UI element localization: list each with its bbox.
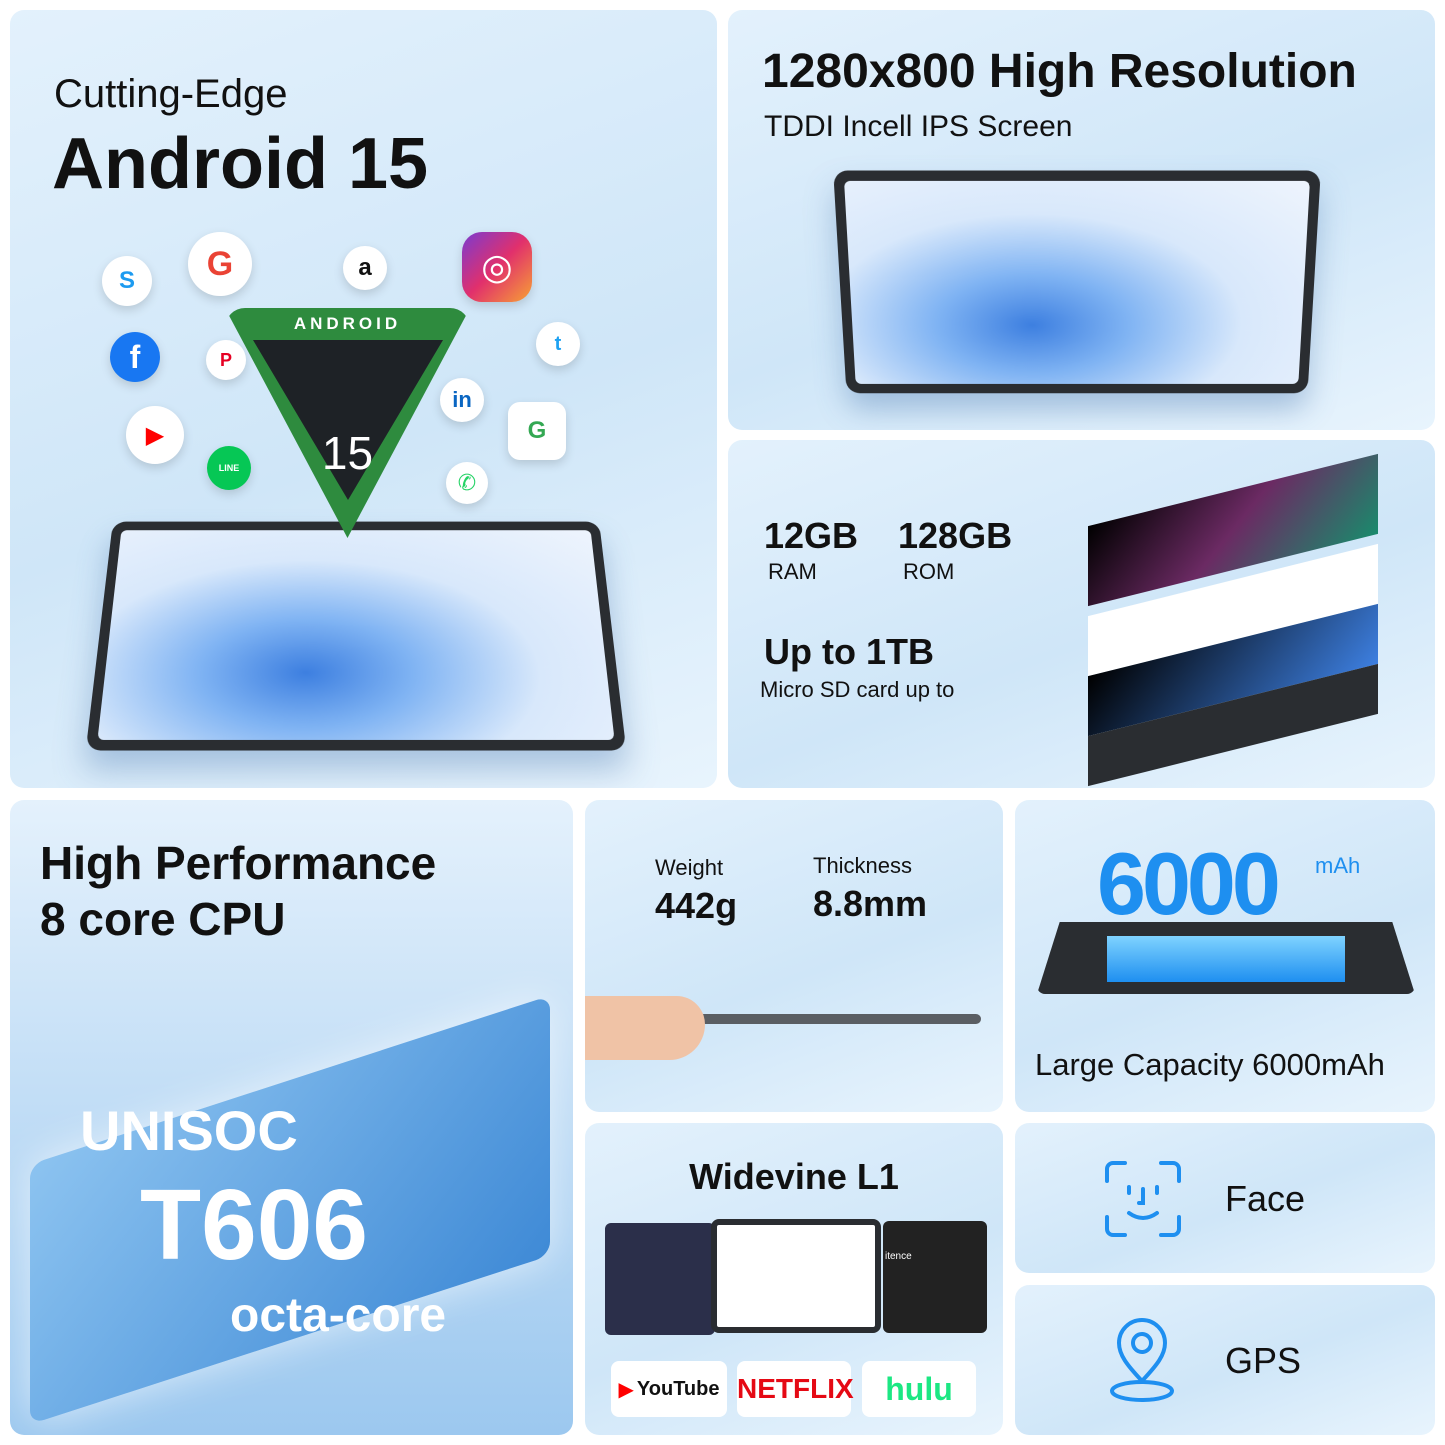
maps-icon: G <box>508 402 566 460</box>
expand-value: Up to 1TB <box>764 632 934 672</box>
widevine-panel: Widevine L1 itence ▶ YouTube NETFLIX hulu <box>585 1123 1003 1435</box>
youtube-icon: ▶ <box>126 406 184 464</box>
chip-brand: UNISOC <box>80 1100 298 1162</box>
gps-label: GPS <box>1225 1341 1301 1381</box>
android-badge-label: ANDROID <box>275 314 420 334</box>
linkedin-icon: in <box>440 378 484 422</box>
amazon-icon: a <box>343 246 387 290</box>
skype-icon: S <box>102 256 152 306</box>
android-version-number: 15 <box>305 428 390 479</box>
instagram-icon: ◎ <box>462 232 532 302</box>
chip-model: T606 <box>140 1170 368 1280</box>
thickness-label: Thickness <box>813 854 912 878</box>
screen-text: itence <box>883 1221 987 1333</box>
tablet-image <box>86 522 627 751</box>
hulu-logo: hulu <box>862 1361 976 1417</box>
hand-image <box>585 996 705 1060</box>
youtube-logo: ▶ YouTube <box>611 1361 727 1417</box>
face-label: Face <box>1225 1179 1305 1219</box>
line-icon: LINE <box>207 446 251 490</box>
tablet-image <box>833 171 1321 394</box>
layered-screens-image <box>1068 470 1398 770</box>
whatsapp-icon: ✆ <box>446 462 488 504</box>
pinterest-icon: P <box>206 340 246 380</box>
cpu-title: High Performance <box>40 838 436 889</box>
battery-value: 6000 <box>1097 840 1277 928</box>
storage-panel: 12GB RAM 128GB ROM Up to 1TB Micro SD ca… <box>728 440 1435 788</box>
battery-caption: Large Capacity 6000mAh <box>1035 1048 1385 1082</box>
display-panel: 1280x800 High Resolution TDDI Incell IPS… <box>728 10 1435 430</box>
display-subtitle: TDDI Incell IPS Screen <box>764 110 1072 143</box>
streaming-screens-image: itence <box>605 1219 990 1339</box>
weight-panel: Weight 442g Thickness 8.8mm <box>585 800 1003 1112</box>
display-title: 1280x800 High Resolution <box>762 46 1357 99</box>
twitter-icon: t <box>536 322 580 366</box>
cpu-panel: High Performance 8 core CPU UNISOC T606 … <box>10 800 573 1435</box>
youtube-text: YouTube <box>637 1378 720 1401</box>
gps-panel: GPS <box>1015 1285 1435 1435</box>
android-title: Android 15 <box>52 125 428 204</box>
ram-label: RAM <box>768 560 817 584</box>
weight-value: 442g <box>655 886 737 926</box>
thickness-value: 8.8mm <box>813 884 927 924</box>
facebook-icon: f <box>110 332 160 382</box>
ram-value: 12GB <box>764 516 858 556</box>
face-panel: Face <box>1015 1123 1435 1273</box>
google-icon: G <box>188 232 252 296</box>
face-id-icon <box>1103 1159 1183 1239</box>
battery-panel: 6000 mAh Large Capacity 6000mAh <box>1015 800 1435 1112</box>
cpu-subtitle: 8 core CPU <box>40 894 285 945</box>
netflix-logo: NETFLIX <box>737 1361 851 1417</box>
rom-label: ROM <box>903 560 954 584</box>
rom-value: 128GB <box>898 516 1012 556</box>
expand-label: Micro SD card up to <box>760 678 954 702</box>
android-panel: Cutting-Edge Android 15 ANDROID 15 S G a… <box>10 10 717 788</box>
chip-desc: octa-core <box>230 1290 446 1343</box>
battery-unit: mAh <box>1315 854 1360 878</box>
weight-label: Weight <box>655 856 723 880</box>
location-pin-icon <box>1107 1315 1177 1405</box>
widevine-title: Widevine L1 <box>585 1157 1003 1197</box>
android-subtitle: Cutting-Edge <box>54 72 287 116</box>
android-badge: ANDROID 15 <box>225 308 470 538</box>
